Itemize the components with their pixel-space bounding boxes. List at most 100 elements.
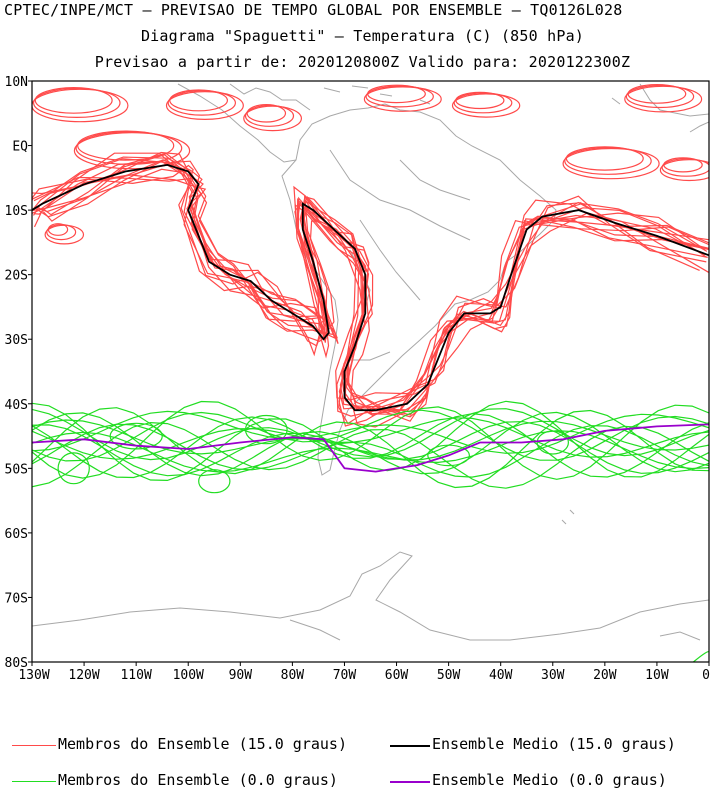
legend-label: Ensemble Medio (15.0 graus) xyxy=(432,735,676,753)
legend-swatch xyxy=(390,781,430,783)
lat-label: 50S xyxy=(5,462,28,477)
member-15-blob xyxy=(77,130,175,161)
legend-label: Ensemble Medio (0.0 graus) xyxy=(432,771,667,789)
lon-label: 30W xyxy=(541,668,565,683)
member-15-blob xyxy=(243,105,303,132)
lon-label: 20W xyxy=(593,668,617,683)
member-15-contour xyxy=(35,160,709,418)
member-15-blob xyxy=(625,84,695,109)
member-15-blob xyxy=(363,86,442,112)
lat-label: 10S xyxy=(5,204,28,219)
lat-label: 20S xyxy=(5,269,28,284)
legend-swatch xyxy=(390,745,430,747)
member-15-blob xyxy=(165,90,244,120)
member-0-contour xyxy=(32,400,709,482)
member-15-blob xyxy=(246,104,287,123)
member-15-blob xyxy=(562,147,660,180)
member-15-blob xyxy=(661,158,709,177)
lon-label: 80W xyxy=(281,668,305,683)
member-15-contour xyxy=(34,159,709,413)
member-15-contour xyxy=(33,160,709,410)
ensemble-mean-layer xyxy=(32,163,709,473)
member-15-contour xyxy=(42,154,709,422)
member-15-blob xyxy=(365,85,434,108)
member-15-blob xyxy=(169,89,229,112)
lat-label: 70S xyxy=(5,591,28,606)
member-15-contour xyxy=(33,174,709,428)
axis-ticks xyxy=(28,80,710,666)
member-0-contour xyxy=(32,423,709,478)
lon-label: 130W xyxy=(18,668,49,683)
lon-label: 90W xyxy=(229,668,253,683)
member-15-contour xyxy=(33,152,706,415)
members-15-layer xyxy=(32,83,709,428)
member-15-contour xyxy=(32,168,708,417)
legend-swatch xyxy=(12,745,56,746)
lon-label: 110W xyxy=(120,668,151,683)
title-line-3: Previsao a partir de: 2020120800Z Valido… xyxy=(94,53,631,71)
member-15-blob xyxy=(73,132,191,170)
member-0-loop xyxy=(57,452,90,485)
member-0-loop xyxy=(198,469,231,494)
lon-label: 10W xyxy=(645,668,669,683)
member-15-blob xyxy=(167,90,237,116)
member-0-contour xyxy=(32,413,709,479)
lat-label: 40S xyxy=(5,398,28,413)
central-america-coastline xyxy=(177,83,297,163)
member-15-blob xyxy=(244,104,295,127)
lat-label: 60S xyxy=(5,527,28,542)
africa-coastline xyxy=(639,83,709,117)
member-15-blob xyxy=(453,92,513,114)
title-line-2: Diagrama "Spaguetti" – Temperatura (C) (… xyxy=(140,27,585,45)
member-15-blob xyxy=(75,131,183,165)
legend-label: Membros do Ensemble (15.0 graus) xyxy=(58,735,347,753)
south-america-coastline xyxy=(281,103,557,476)
plot-frame xyxy=(31,80,710,663)
member-15-blob xyxy=(46,224,77,241)
member-0-fragment xyxy=(692,651,709,662)
lat-label: 80S xyxy=(5,656,28,671)
lon-label: 70W xyxy=(333,668,357,683)
member-15-blob xyxy=(624,85,703,113)
member-0-loop xyxy=(427,444,471,467)
lon-label: 40W xyxy=(489,668,513,683)
member-0-contour xyxy=(32,408,709,461)
member-15-blob xyxy=(44,224,85,245)
lon-label: 100W xyxy=(173,668,204,683)
member-15-contour xyxy=(41,152,709,416)
member-15-blob xyxy=(34,86,113,114)
lat-label: EQ xyxy=(12,140,28,155)
latitude-labels: 10N EQ 10S 20S 30S 40S 50S 60S 70S 80S xyxy=(5,75,29,671)
member-15-contour xyxy=(32,156,708,410)
lon-label: 60W xyxy=(385,668,409,683)
member-0-loop xyxy=(536,430,570,455)
lon-label: 120W xyxy=(68,668,99,683)
member-15-blob xyxy=(659,159,709,182)
legend-swatch xyxy=(12,781,56,782)
longitude-labels: 130W 120W 110W 100W 90W 80W 70W 60W 50W 40W 30W 20W… xyxy=(18,668,710,683)
member-0-loop xyxy=(244,414,288,445)
mean-0-contour xyxy=(32,423,709,473)
member-15-blob xyxy=(33,87,121,119)
member-15-blob xyxy=(564,147,652,175)
member-15-blob xyxy=(451,93,521,118)
members-0-layer xyxy=(32,400,709,662)
member-15-contour xyxy=(32,158,707,417)
lat-label: 30S xyxy=(5,333,28,348)
coastline-layer xyxy=(32,83,709,641)
lon-label: 50W xyxy=(437,668,461,683)
lon-label: 0 xyxy=(702,668,710,683)
mean-15-contour xyxy=(32,163,709,412)
member-15-contour xyxy=(32,164,707,425)
member-15-blob xyxy=(32,88,129,123)
antarctica-coastline xyxy=(32,551,709,641)
lat-label: 10N xyxy=(5,75,28,90)
member-0-contour xyxy=(32,407,709,489)
member-0-loop xyxy=(109,422,163,450)
title-line-1: CPTEC/INPE/MCT – PREVISAO DE TEMPO GLOBA… xyxy=(4,1,623,19)
member-15-contour xyxy=(32,176,700,427)
legend-label: Membros do Ensemble (0.0 graus) xyxy=(58,771,338,789)
member-0-contour xyxy=(32,409,709,462)
member-0-contour xyxy=(32,417,709,460)
